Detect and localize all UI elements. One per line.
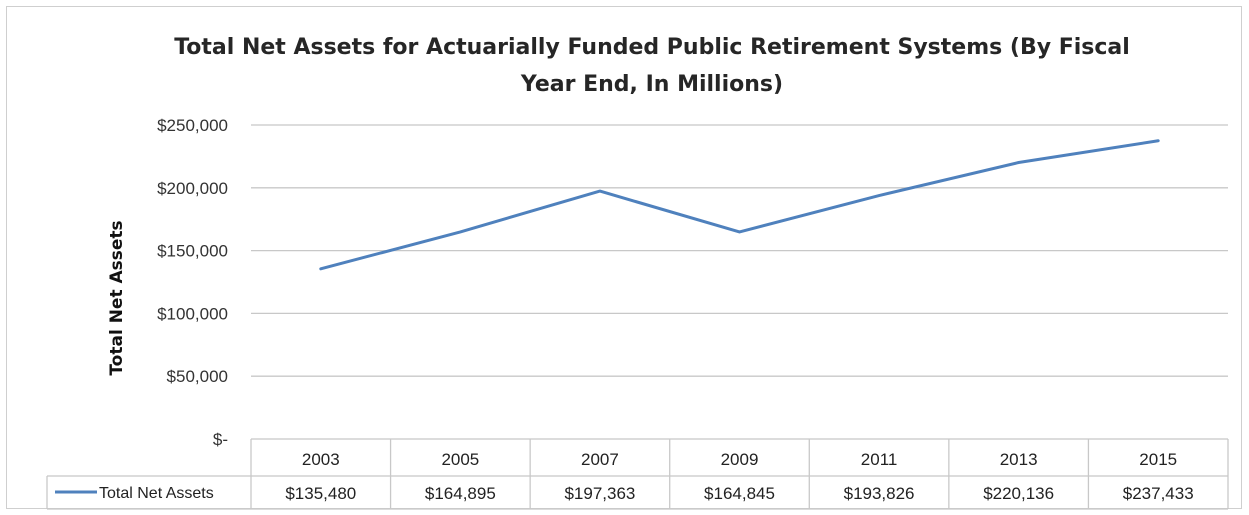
y-axis-label: Total Net Assets: [107, 220, 127, 375]
x-tick-label: 2003: [302, 450, 340, 469]
chart-title: Total Net Assets for Actuarially Funded …: [174, 35, 1130, 60]
x-tick-label: 2007: [581, 450, 619, 469]
chart-frame: [6, 6, 1242, 509]
y-tick-labels: $- $50,000 $100,000 $150,000 $200,000 $250,00…: [157, 116, 228, 449]
data-label: $135,480: [285, 484, 356, 503]
x-tick-label: 2011: [861, 450, 898, 469]
x-tick-label: 2009: [721, 450, 759, 469]
y-tick-label: $100,000: [157, 304, 228, 323]
chart-title-line2: Year End, In Millions): [520, 72, 783, 97]
series-line: [319, 139, 1160, 271]
data-label: $237,433: [1123, 484, 1194, 503]
gridlines: [251, 124, 1228, 377]
legend-label: Total Net Assets: [99, 485, 214, 502]
x-tick-label: 2015: [1139, 450, 1177, 469]
data-label: $220,136: [983, 484, 1054, 503]
data-table: 2003 2005 2007 2009 2011 2013 2015 Total Net As…: [46, 438, 1229, 510]
data-label: $197,363: [564, 484, 635, 503]
y-tick-label: $250,000: [157, 116, 228, 135]
x-tick-label: 2005: [441, 450, 479, 469]
y-tick-label: $150,000: [157, 242, 228, 261]
data-label: $193,826: [844, 484, 915, 503]
x-tick-label: 2013: [1000, 450, 1038, 469]
series-lines: [319, 139, 1160, 271]
y-tick-label: $50,000: [167, 367, 228, 386]
y-tick-label: $-: [213, 430, 228, 449]
data-label: $164,895: [425, 484, 496, 503]
y-tick-label: $200,000: [157, 179, 228, 198]
data-label: $164,845: [704, 484, 775, 503]
